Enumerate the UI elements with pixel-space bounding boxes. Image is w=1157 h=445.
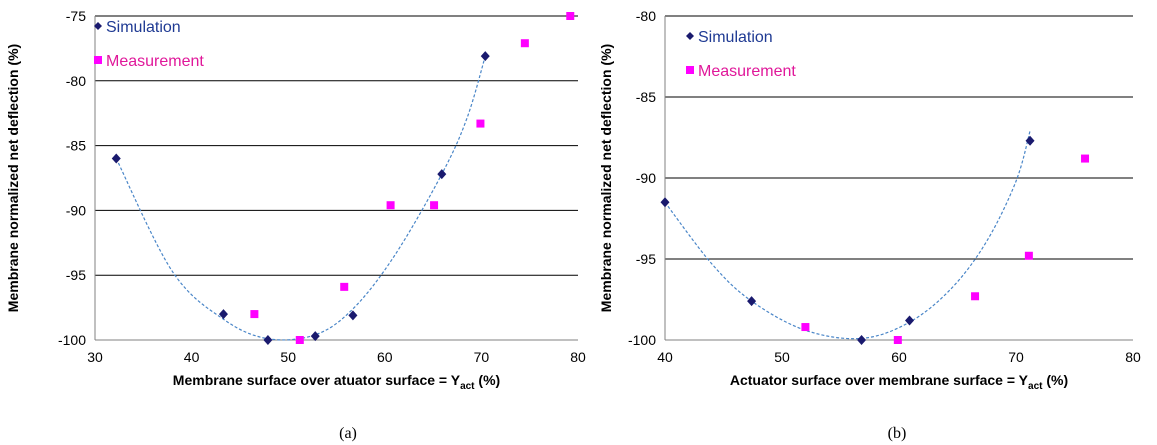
x-tick-label: 80 — [570, 349, 586, 365]
legend-measurement-label: Measurement — [106, 53, 204, 70]
legend-simulation-marker — [686, 32, 694, 40]
measurement-point — [340, 282, 349, 291]
x-tick-label: 30 — [87, 349, 103, 365]
y-tick-label: -95 — [636, 251, 656, 267]
x-tick-label: 60 — [891, 349, 907, 365]
simulation-point — [218, 309, 228, 320]
y-tick-label: -90 — [636, 170, 656, 186]
legend-measurement-marker — [94, 56, 102, 64]
chart-panel-b: -100 -95 -90 -85 -80 40 50 60 70 80 Membrane norma… — [598, 8, 1141, 442]
x-axis-label: Membrane surface over atuator surface = … — [173, 372, 500, 392]
x-tick-label: 80 — [1125, 349, 1141, 365]
x-tick-label: 70 — [1008, 349, 1024, 365]
y-axis-label: Membrane normalized net deflection (%) — [598, 44, 614, 312]
legend-simulation-label: Simulation — [698, 29, 773, 46]
y-tick-label: -100 — [58, 332, 86, 348]
chart-panel-a: -100 -95 -90 -85 -80 -75 30 40 50 60 70 80 Membrane … — [5, 8, 586, 442]
fit-curve — [115, 56, 486, 341]
simulation-point — [480, 51, 490, 62]
simulation-point — [111, 153, 121, 164]
simulation-point — [747, 296, 757, 307]
y-tick-label: -85 — [66, 138, 86, 154]
measurement-point — [1024, 251, 1033, 260]
x-axis-label: Actuator surface over membrane surface =… — [730, 372, 1068, 392]
measurement-point — [295, 336, 304, 344]
legend-simulation-marker — [94, 22, 102, 30]
x-tick-label: 40 — [184, 349, 200, 365]
x-tick-label: 50 — [774, 349, 790, 365]
measurement-point — [893, 336, 902, 344]
y-tick-label: -85 — [636, 89, 656, 105]
measurement-point — [566, 12, 575, 20]
y-tick-label: -90 — [66, 202, 86, 218]
y-tick-label: -95 — [66, 267, 86, 283]
panel-caption: (b) — [888, 425, 907, 442]
x-tick-label: 50 — [280, 349, 296, 365]
legend-simulation-label: Simulation — [106, 19, 181, 36]
y-tick-label: -80 — [66, 73, 86, 89]
y-tick-label: -80 — [636, 8, 656, 24]
y-tick-label: -100 — [628, 332, 656, 348]
simulation-point — [310, 331, 320, 342]
simulation-point — [437, 169, 447, 180]
x-tick-label: 60 — [377, 349, 393, 365]
simulation-point — [857, 335, 867, 345]
x-tick-label: 70 — [474, 349, 490, 365]
simulation-point — [905, 315, 915, 326]
measurement-point — [1081, 154, 1090, 163]
simulation-point — [348, 310, 358, 321]
simulation-point — [263, 335, 273, 345]
x-tick-label: 40 — [657, 349, 673, 365]
panel-caption: (a) — [339, 425, 357, 442]
measurement-point — [386, 201, 395, 210]
fit-curve — [664, 130, 1031, 340]
simulation-point — [1025, 135, 1035, 146]
legend-measurement-label: Measurement — [698, 63, 796, 80]
measurement-point — [520, 39, 529, 48]
measurement-point — [801, 323, 810, 332]
measurement-point — [430, 201, 439, 210]
legend-measurement-marker — [686, 66, 694, 74]
y-tick-label: -75 — [66, 8, 86, 24]
measurement-point — [971, 292, 980, 301]
y-axis-label: Membrane normalized net deflection (%) — [5, 44, 21, 312]
measurement-point — [250, 310, 259, 319]
simulation-point — [660, 197, 670, 208]
measurement-point — [476, 119, 485, 128]
